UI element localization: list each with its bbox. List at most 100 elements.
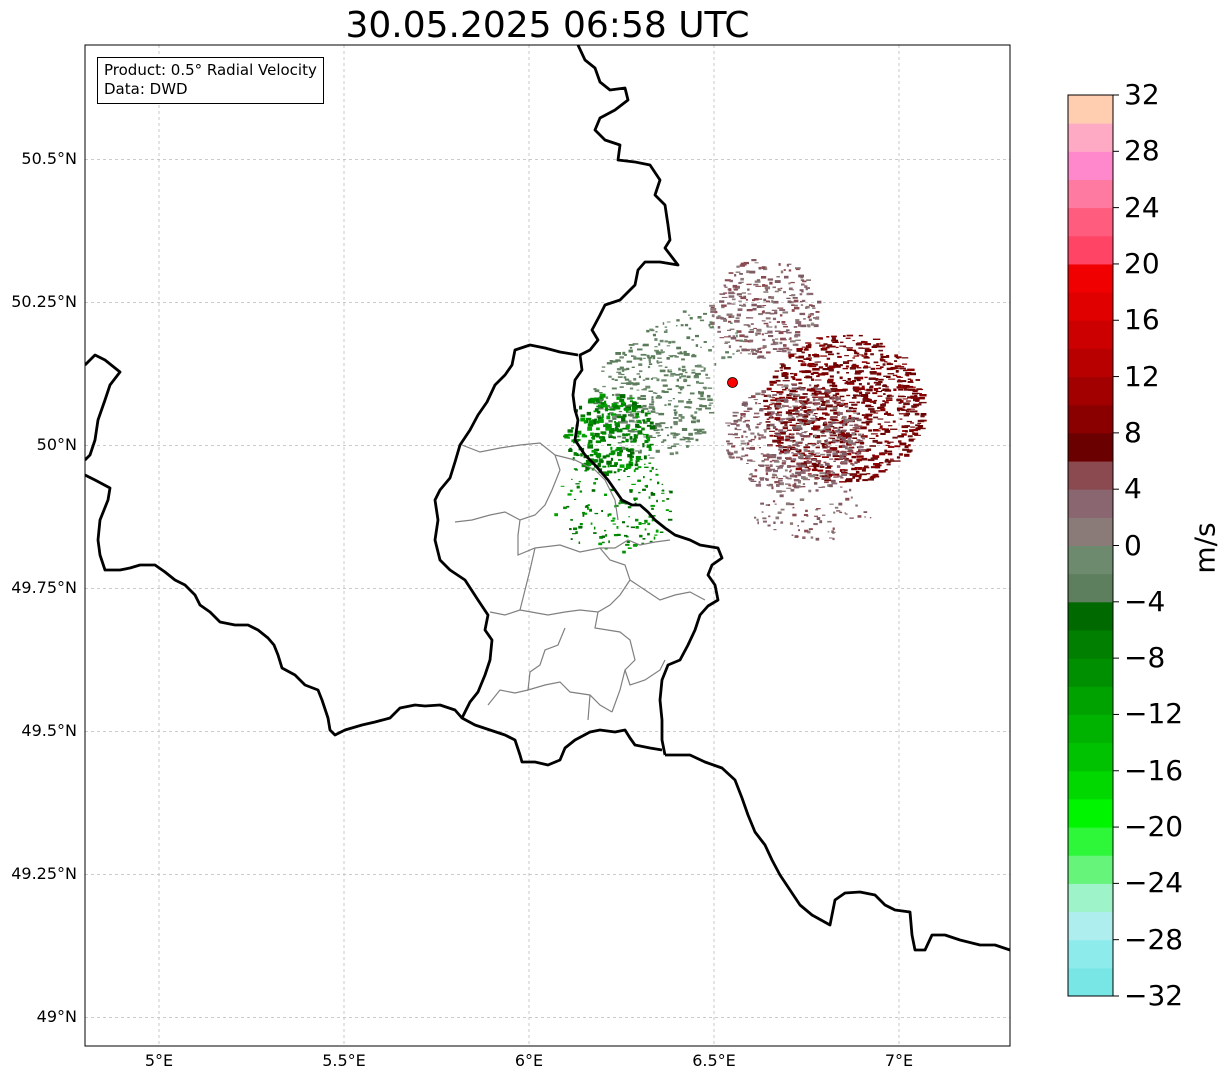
velocity-echo <box>590 398 594 401</box>
velocity-echo <box>795 343 798 346</box>
velocity-echo <box>832 537 835 541</box>
velocity-echo <box>683 378 687 381</box>
velocity-echo <box>732 433 738 436</box>
velocity-echo <box>831 418 838 421</box>
velocity-echo <box>690 414 694 417</box>
velocity-echo <box>684 406 690 409</box>
velocity-echo <box>878 387 881 389</box>
lon-tick-label: 6.5°E <box>692 1051 736 1070</box>
velocity-echo <box>858 334 863 337</box>
velocity-echo <box>758 403 761 405</box>
velocity-echo <box>708 324 711 327</box>
velocity-echo <box>778 482 781 485</box>
velocity-echo <box>825 404 833 408</box>
velocity-echo <box>807 435 810 438</box>
velocity-echo <box>832 394 837 397</box>
velocity-echo <box>862 398 870 402</box>
velocity-echo <box>769 312 775 315</box>
velocity-echo <box>775 338 779 340</box>
velocity-echo <box>719 337 725 339</box>
velocity-echo <box>824 391 831 394</box>
velocity-echo <box>861 414 865 416</box>
velocity-echo <box>627 429 631 432</box>
velocity-echo <box>803 446 811 449</box>
velocity-echo <box>796 451 800 453</box>
velocity-echo <box>810 453 817 456</box>
velocity-echo <box>737 418 742 422</box>
velocity-echo <box>823 428 826 431</box>
velocity-echo <box>895 356 902 359</box>
velocity-echo <box>771 476 776 479</box>
velocity-echo <box>575 531 578 534</box>
velocity-echo <box>825 439 828 441</box>
velocity-echo <box>764 413 770 416</box>
velocity-echo <box>852 340 856 342</box>
velocity-echo <box>789 424 797 427</box>
velocity-echo <box>853 395 857 397</box>
velocity-echo <box>661 483 664 485</box>
velocity-echo <box>616 447 622 451</box>
velocity-echo <box>885 397 893 399</box>
velocity-echo <box>825 429 829 432</box>
colorbar-segment <box>1068 263 1113 293</box>
velocity-echo <box>874 473 879 477</box>
velocity-echo <box>879 462 884 464</box>
velocity-echo <box>629 463 633 466</box>
velocity-echo <box>848 459 853 463</box>
velocity-echo <box>639 422 642 424</box>
velocity-echo <box>796 462 801 466</box>
borders <box>85 45 1010 952</box>
velocity-echo <box>795 425 802 429</box>
velocity-echo <box>816 429 823 432</box>
velocity-echo <box>779 396 786 399</box>
velocity-echo <box>612 360 618 363</box>
velocity-echo <box>788 357 792 359</box>
velocity-echo <box>856 478 860 482</box>
velocity-echo <box>635 450 640 452</box>
velocity-echo <box>826 453 831 457</box>
velocity-echo <box>855 370 862 373</box>
velocity-echo <box>648 462 652 464</box>
velocity-echo <box>824 428 831 431</box>
velocity-echo <box>811 392 817 395</box>
velocity-echo <box>773 469 778 473</box>
velocity-echo <box>767 444 773 447</box>
velocity-echo <box>845 453 848 456</box>
velocity-echo <box>904 445 909 448</box>
velocity-echo <box>808 313 814 315</box>
velocity-echo <box>843 335 846 337</box>
velocity-echo <box>630 344 635 346</box>
velocity-echo <box>628 380 632 384</box>
velocity-echo <box>622 433 629 437</box>
velocity-echo <box>906 449 913 452</box>
velocity-echo <box>829 390 837 392</box>
velocity-echo <box>644 463 646 465</box>
lat-tick-label: 49°N <box>36 1007 77 1027</box>
velocity-echo <box>592 459 599 463</box>
velocity-echo <box>710 310 716 313</box>
velocity-echo <box>747 348 753 350</box>
velocity-echo <box>602 471 607 475</box>
velocity-echo <box>678 391 682 394</box>
velocity-echo <box>837 355 842 358</box>
velocity-echo <box>832 431 836 435</box>
velocity-echo <box>698 409 702 411</box>
velocity-echo <box>698 391 701 394</box>
velocity-echo <box>639 370 643 373</box>
radar-site-marker <box>727 377 738 388</box>
velocity-echo <box>784 339 787 341</box>
velocity-echo <box>773 521 776 524</box>
velocity-echo <box>763 322 769 325</box>
velocity-echo <box>836 510 841 512</box>
velocity-echo <box>703 367 706 371</box>
velocity-echo <box>655 412 659 414</box>
velocity-echo <box>620 382 627 384</box>
velocity-echo <box>665 509 669 511</box>
velocity-echo <box>805 455 811 458</box>
velocity-echo <box>884 361 888 363</box>
velocity-echo <box>791 416 795 419</box>
velocity-echo <box>759 409 764 412</box>
velocity-echo <box>780 364 786 368</box>
velocity-echo <box>613 471 617 474</box>
velocity-echo <box>799 289 804 292</box>
